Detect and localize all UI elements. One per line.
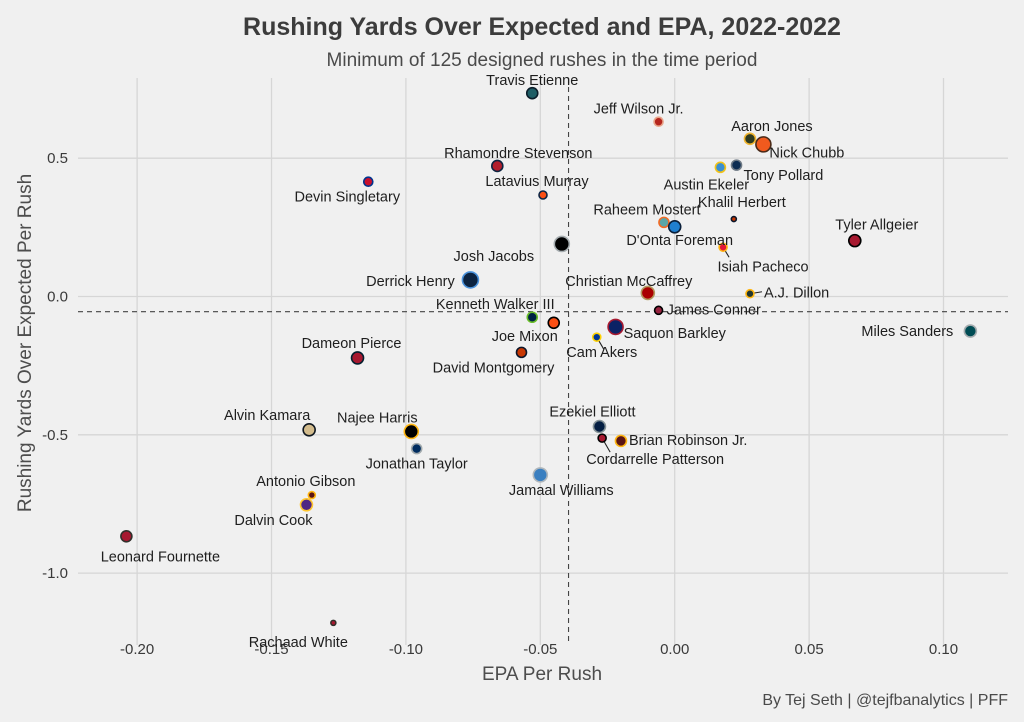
point-saquon-barkley: [607, 318, 624, 336]
point-tony-pollard: [730, 159, 743, 171]
y-tick-label: -1.0: [42, 565, 68, 582]
point-travis-etienne: [525, 86, 539, 100]
label-d-onta-foreman: D'Onta Foreman: [626, 233, 733, 249]
point-nick-chubb: [755, 136, 772, 153]
label-cordarrelle-patterson: Cordarrelle Patterson: [586, 452, 724, 468]
label-raheem-mostert: Raheem Mostert: [593, 202, 700, 218]
label-dalvin-cook: Dalvin Cook: [234, 513, 313, 529]
point-jonathan-taylor: [410, 442, 423, 455]
x-tick-label: -0.20: [120, 641, 154, 658]
point-a-j-dillon: [745, 288, 755, 299]
point-raheem-mostert: [658, 216, 670, 229]
y-tick-label: 0.0: [47, 289, 68, 306]
label-ezekiel-elliott: Ezekiel Elliott: [549, 404, 635, 420]
x-tick-label: -0.05: [523, 641, 557, 658]
point-alvin-kamara: [302, 423, 316, 437]
label-brian-robinson-jr: Brian Robinson Jr.: [629, 433, 747, 449]
reference-lines: [78, 78, 1008, 645]
label-antonio-gibson: Antonio Gibson: [256, 474, 355, 490]
label-tony-pollard: Tony Pollard: [744, 168, 824, 184]
label-derrick-henry: Derrick Henry: [366, 274, 455, 290]
label-isiah-pacheco: Isiah Pacheco: [718, 259, 809, 275]
label-joe-mixon: Joe Mixon: [492, 329, 558, 345]
y-tick-label: 0.5: [47, 150, 68, 167]
point-tyler-allgeier: [847, 233, 862, 248]
x-tick-label: 0.00: [660, 641, 689, 658]
point-d-onta-foreman: [667, 220, 682, 234]
point-josh-jacobs: [553, 235, 571, 253]
label-aaron-jones: Aaron Jones: [731, 119, 812, 135]
point-cam-akers: [591, 332, 602, 342]
label-christian-mccaffrey: Christian McCaffrey: [565, 274, 693, 290]
point-jamaal-williams: [532, 467, 549, 483]
label-saquon-barkley: Saquon Barkley: [624, 326, 727, 342]
point-isiah-pacheco: [718, 242, 728, 253]
point-christian-mccaffrey: [640, 285, 656, 301]
label-nick-chubb: Nick Chubb: [769, 145, 844, 161]
point-austin-ekeler: [714, 161, 727, 174]
y-axis-ticks: -1.0 -0.5 0.0 0.5: [42, 150, 68, 582]
x-axis-ticks: -0.20 -0.15 -0.10 -0.05 0.00 0.05 0.10: [120, 641, 958, 658]
label-alvin-kamara: Alvin Kamara: [224, 408, 311, 424]
point-labels: Travis Etienne Jeff Wilson Jr. Aaron Jones…: [101, 73, 954, 651]
point-rachaad-white: [330, 619, 337, 627]
point-james-conner: [653, 305, 664, 316]
label-austin-ekeler: Austin Ekeler: [664, 177, 750, 193]
label-leonard-fournette: Leonard Fournette: [101, 549, 220, 565]
x-axis-title: EPA Per Rush: [482, 664, 602, 685]
point-ezekiel-elliott: [592, 419, 607, 434]
label-kenneth-walker-iii: Kenneth Walker III: [436, 297, 555, 313]
label-latavius-murray: Latavius Murray: [485, 174, 589, 190]
point-rhamondre-stevenson: [491, 159, 504, 173]
label-david-montgomery: David Montgomery: [433, 360, 555, 376]
x-tick-label: 0.05: [794, 641, 823, 658]
point-leonard-fournette: [120, 530, 133, 543]
point-derrick-henry: [461, 271, 480, 289]
grid: [78, 78, 1008, 645]
point-kenneth-walker-iii: [526, 311, 539, 324]
label-najee-harris: Najee Harris: [337, 410, 418, 426]
label-jeff-wilson-jr: Jeff Wilson Jr.: [594, 102, 684, 118]
label-cam-akers: Cam Akers: [566, 345, 637, 361]
label-tyler-allgeier: Tyler Allgeier: [835, 218, 918, 234]
point-latavius-murray: [538, 190, 548, 200]
point-dameon-pierce: [350, 351, 365, 365]
label-khalil-herbert: Khalil Herbert: [698, 195, 786, 211]
x-tick-label: 0.10: [929, 641, 958, 658]
point-miles-sanders: [963, 324, 978, 338]
point-najee-harris: [403, 423, 420, 440]
point-khalil-herbert: [730, 215, 738, 223]
point-devin-singletary: [362, 176, 374, 188]
chart-caption: By Tej Seth | @tejfbanalytics | PFF: [762, 692, 1008, 709]
point-antonio-gibson: [307, 490, 317, 500]
label-rhamondre-stevenson: Rhamondre Stevenson: [444, 146, 592, 162]
x-tick-label: -0.15: [254, 641, 288, 658]
label-josh-jacobs: Josh Jacobs: [454, 249, 535, 265]
point-joe-mixon: [547, 316, 561, 330]
label-jonathan-taylor: Jonathan Taylor: [366, 457, 468, 473]
point-jeff-wilson-jr: [653, 116, 664, 128]
y-axis-title: Rushing Yards Over Expected Per Rush: [15, 174, 36, 512]
label-a-j-dillon: A.J. Dillon: [764, 286, 829, 302]
label-travis-etienne: Travis Etienne: [486, 73, 578, 89]
label-miles-sanders: Miles Sanders: [861, 324, 953, 340]
y-tick-label: -0.5: [42, 427, 68, 444]
label-jamaal-williams: Jamaal Williams: [509, 483, 614, 499]
data-points: [120, 86, 978, 627]
point-brian-robinson-jr: [614, 434, 628, 448]
point-david-montgomery: [515, 346, 528, 359]
chart-title: Rushing Yards Over Expected and EPA, 202…: [243, 13, 841, 41]
point-aaron-jones: [743, 132, 757, 146]
x-tick-label: -0.10: [389, 641, 423, 658]
label-rachaad-white: Rachaad White: [249, 635, 348, 651]
chart-subtitle: Minimum of 125 designed rushes in the ti…: [327, 50, 758, 71]
point-cordarrelle-patterson: [597, 433, 607, 443]
label-dameon-pierce: Dameon Pierce: [302, 336, 402, 352]
point-dalvin-cook: [299, 497, 314, 512]
label-james-conner: James Conner: [667, 302, 761, 318]
label-devin-singletary: Devin Singletary: [294, 190, 400, 206]
